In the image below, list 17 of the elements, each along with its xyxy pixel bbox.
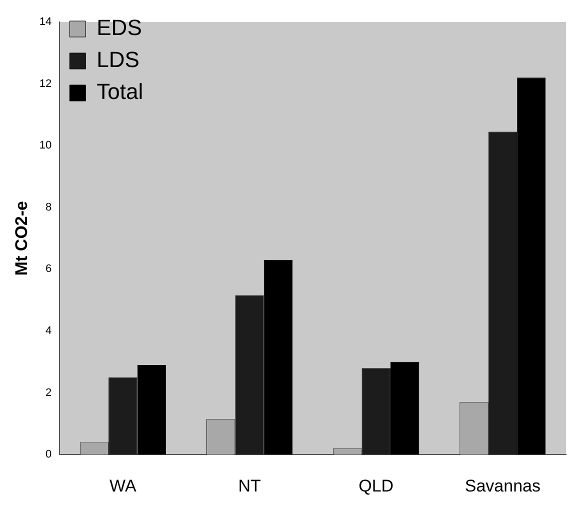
x-tick-label: WA (110, 476, 137, 496)
y-tick-label: 8 (46, 201, 52, 214)
x-tick-label: Savannas (464, 476, 541, 496)
y-tick-label: 0 (46, 448, 52, 461)
x-tick-label: NT (238, 476, 261, 496)
y-tick-label: 12 (39, 78, 52, 90)
y-axis-title: Mt CO2-e (12, 200, 31, 276)
y-tick-label: 6 (46, 263, 52, 276)
y-tick-label: 10 (39, 140, 52, 152)
y-tick-label: 2 (46, 386, 52, 399)
y-tick-label: 4 (46, 325, 52, 338)
legend-label: EDS (96, 15, 142, 40)
x-tick-label: QLD (358, 476, 394, 496)
legend-label: Total (96, 79, 144, 104)
y-tick-label: 14 (39, 16, 52, 28)
legend-label: LDS (96, 47, 140, 72)
bar (390, 362, 420, 455)
